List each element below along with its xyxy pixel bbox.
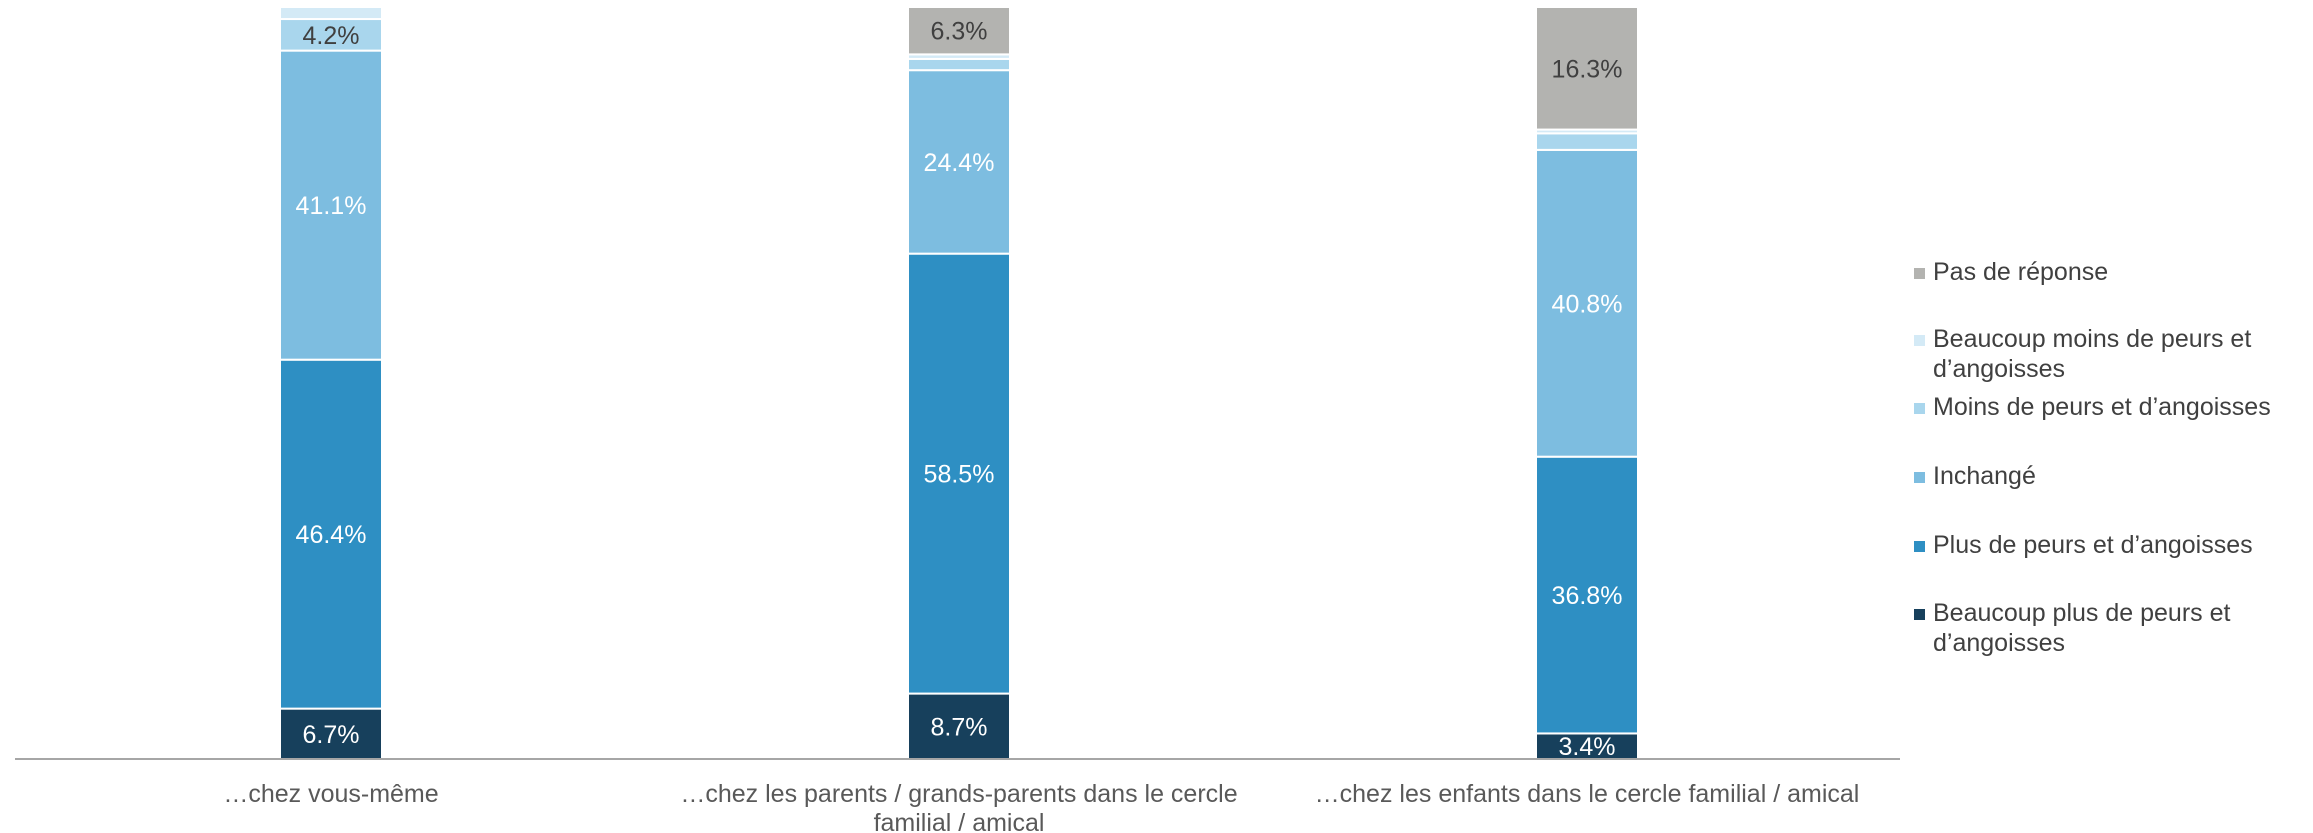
data-label: 6.3%: [931, 18, 988, 46]
data-label: 40.8%: [1552, 290, 1623, 318]
data-label: 36.8%: [1552, 582, 1623, 610]
legend-swatch: [1914, 268, 1925, 279]
bar-segment: [1535, 6, 1639, 131]
bar-segment: [279, 18, 383, 52]
bar-segment: [279, 358, 383, 710]
data-label: 6.7%: [303, 721, 360, 749]
legend-label: Moins de peurs et d’angoisses: [1933, 393, 2271, 421]
data-label: 16.3%: [1552, 55, 1623, 83]
bar-segment: [907, 69, 1011, 255]
legend-swatch: [1914, 609, 1925, 620]
bar-segment: [907, 6, 1011, 56]
legend-label: d’angoisses: [1933, 629, 2065, 657]
bar-segment: [907, 252, 1011, 695]
bar-segment: [279, 6, 383, 21]
bar-segment: [1535, 455, 1639, 735]
data-label: 58.5%: [924, 461, 995, 489]
legend-label: d’angoisses: [1933, 355, 2065, 383]
legend-label: Beaucoup moins de peurs et: [1933, 325, 2251, 353]
data-label: 3.4%: [1559, 733, 1616, 761]
legend-swatch: [1914, 335, 1925, 346]
bar-segment: [1535, 148, 1639, 458]
legend-swatch: [1914, 403, 1925, 414]
legend-label: Pas de réponse: [1933, 258, 2108, 286]
bar-segment: [907, 57, 1011, 72]
category-tick-label: …chez les enfants dans le cercle familia…: [1315, 780, 1860, 808]
category-tick-label: …chez vous-même: [223, 780, 438, 808]
legend: Pas de réponse Beaucoup moins de peurs et…: [1914, 258, 2271, 657]
legend-label: Inchangé: [1933, 462, 2036, 490]
data-label: 8.7%: [931, 713, 988, 741]
legend-swatch: [1914, 541, 1925, 552]
bar-segment: [1535, 132, 1639, 151]
category-labels: …chez vous-même …chez les parents / grand…: [223, 780, 1859, 833]
legend-label: Plus de peurs et d’angoisses: [1933, 531, 2253, 559]
bar-segment: [279, 707, 383, 761]
data-label: 46.4%: [296, 521, 367, 549]
data-label: 24.4%: [924, 149, 995, 177]
bars-group: 6.7% 46.4% 41.1% 4.2% 8.7% 58.5% 24.4% 6.3% 3.4%…: [279, 6, 1639, 761]
bar-segment: [1535, 732, 1639, 761]
data-label: 4.2%: [303, 22, 360, 50]
data-label: 41.1%: [296, 192, 367, 220]
legend-swatch: [1914, 472, 1925, 483]
category-tick-label: familial / amical: [874, 809, 1045, 833]
legend-label: Beaucoup plus de peurs et: [1933, 599, 2230, 627]
category-tick-label: …chez les parents / grands-parents dans …: [680, 780, 1237, 808]
